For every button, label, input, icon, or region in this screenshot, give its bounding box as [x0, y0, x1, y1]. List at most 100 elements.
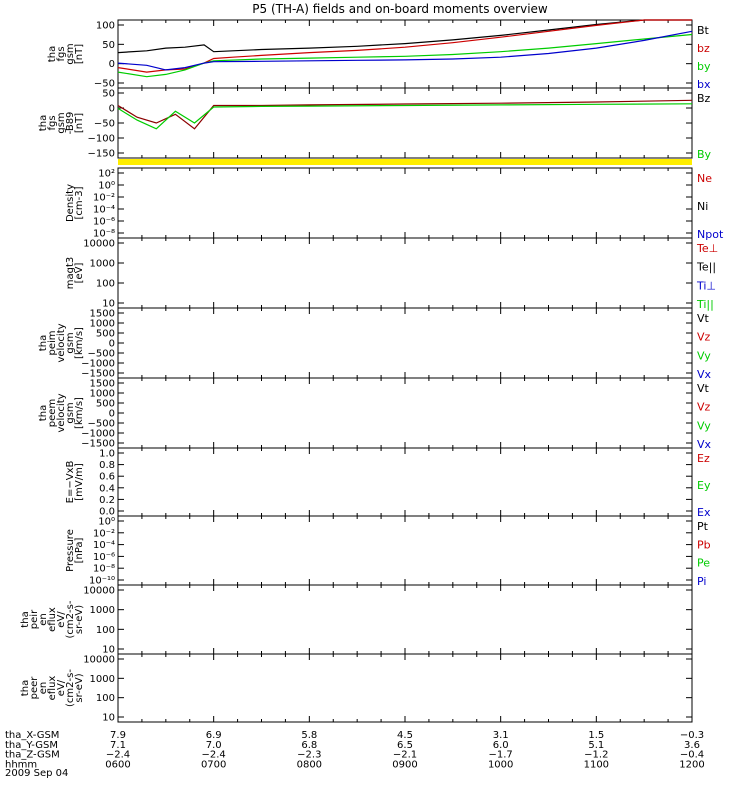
y-tick-label: −50 — [94, 79, 115, 90]
legend-entry: bx — [697, 78, 711, 91]
legend-entry: Te⊥ — [696, 242, 718, 255]
legend-entry: Vt — [697, 312, 710, 325]
y-tick-label: 0.8 — [99, 460, 115, 471]
y-tick-label: 10000 — [83, 655, 115, 666]
y-tick-label: −500 — [88, 419, 115, 430]
series-by — [117, 33, 693, 78]
x-tick-label: 5.1 — [588, 740, 604, 751]
y-tick-label: −50 — [94, 119, 115, 130]
panel-frame — [117, 307, 693, 379]
y-tick-label: −1500 — [81, 439, 115, 450]
x-axis-row-label: tha_Z-GSM — [5, 750, 60, 761]
x-tick-label: 1000 — [488, 759, 513, 770]
x-tick-label: 1100 — [584, 759, 609, 770]
x-tick-label: −1.2 — [584, 750, 608, 761]
panel-efield: 1.00.80.60.40.20.0 E=−VxB[mV/m] Ez Ey Ex — [65, 447, 711, 519]
legend-entry: Pe — [697, 557, 710, 570]
y-tick-label: 10 — [102, 713, 115, 724]
data-quality-bar — [118, 159, 692, 165]
y-tick-label: 0.6 — [99, 472, 115, 483]
y-tick-label: 10² — [98, 169, 115, 180]
legend-entry: Ez — [697, 452, 710, 465]
panel-frame — [117, 515, 693, 586]
legend-entry: Pb — [697, 538, 711, 551]
x-axis-row-label: tha_Y-GSM — [5, 740, 58, 751]
y-axis-label: thafgsgsm-B89[nT] — [38, 112, 85, 135]
x-tick-label: −0.4 — [680, 750, 704, 761]
legend-entry: Bt — [697, 24, 710, 37]
x-tick-label: 0800 — [297, 759, 322, 770]
x-tick-label: 5.8 — [301, 730, 317, 741]
y-tick-label: −1500 — [81, 369, 115, 380]
x-tick-label: 0700 — [201, 759, 226, 770]
legend-entry: Vx — [697, 438, 712, 451]
y-tick-label: 10⁻⁸ — [93, 564, 115, 575]
y-tick-label: 0.2 — [99, 495, 115, 506]
x-tick-label: 0600 — [105, 759, 130, 770]
y-tick-label: 1500 — [90, 309, 115, 320]
legend-entry: Npot — [697, 228, 724, 241]
legend-entry: By — [697, 148, 712, 161]
y-tick-label: 0.4 — [99, 483, 115, 494]
y-tick-label: 0 — [109, 59, 115, 70]
legend-entry: Vt — [697, 382, 710, 395]
y-tick-label: −1000 — [81, 359, 115, 370]
y-tick-label: 0 — [109, 104, 115, 115]
x-tick-label: 6.8 — [301, 740, 317, 751]
y-tick-label: 100 — [96, 279, 115, 290]
panel-frame — [117, 87, 693, 159]
y-axis-label: thapeerenefluxeV/(cm2-s-sr-eV) — [20, 669, 85, 707]
y-tick-label: 10⁻⁶ — [93, 217, 115, 228]
legend-entry: bz — [697, 42, 710, 55]
y-tick-label: 1000 — [90, 674, 115, 685]
y-tick-label: 0 — [109, 339, 115, 350]
x-tick-label: 0900 — [392, 759, 417, 770]
x-tick-label: 7.9 — [110, 730, 126, 741]
y-tick-label: 1000 — [90, 259, 115, 270]
y-axis-label: thapeemvelocitygsm[km/s] — [38, 393, 85, 432]
panel-frame — [117, 167, 693, 239]
x-axis-row-label: tha_X-GSM — [5, 730, 59, 741]
legend-entry: Vx — [697, 368, 712, 381]
legend-entry: Ti⊥ — [696, 279, 716, 292]
y-axis-label: magt3[eV] — [65, 257, 85, 290]
x-tick-label: 4.5 — [397, 730, 413, 741]
y-tick-label: 10⁻⁶ — [93, 552, 115, 563]
legend-entry: Te|| — [696, 261, 716, 274]
y-tick-label: −1000 — [81, 429, 115, 440]
series-Bz — [117, 99, 693, 130]
x-tick-label: 6.5 — [397, 740, 413, 751]
x-tick-label: −2.4 — [202, 750, 226, 761]
y-tick-label: 100 — [96, 625, 115, 636]
y-tick-label: 10 — [102, 299, 115, 310]
y-tick-label: 500 — [96, 329, 115, 340]
y-tick-label: 0 — [109, 409, 115, 420]
panel-fgs_dsl: 50 0 −50 −100 −150 thafgsgsm-B89[nT] Bz By — [38, 87, 712, 161]
y-tick-label: 1000 — [90, 389, 115, 400]
legend-entry: Vy — [697, 419, 711, 432]
series-bz — [117, 19, 692, 73]
panel-frame — [117, 19, 693, 89]
legend-entry: Vy — [697, 349, 711, 362]
series-Bt — [117, 19, 692, 54]
panel-frame — [117, 653, 693, 723]
panel-frame — [117, 377, 693, 449]
legend-entry: Ni — [697, 200, 708, 213]
y-tick-label: 10⁻⁴ — [93, 205, 115, 216]
x-tick-label: 3.6 — [684, 740, 700, 751]
legend-entry: Vz — [697, 331, 711, 344]
y-tick-label: 0.0 — [99, 507, 115, 518]
y-tick-label: 1.0 — [99, 449, 115, 460]
y-tick-label: 10⁻² — [93, 193, 115, 204]
y-tick-label: 100 — [96, 21, 115, 32]
y-tick-label: 10⁻¹⁰ — [89, 576, 115, 587]
x-tick-label: −2.3 — [297, 750, 321, 761]
x-tick-label: 6.9 — [206, 730, 222, 741]
y-tick-label: 50 — [102, 89, 115, 100]
y-tick-label: 10⁻⁴ — [93, 540, 115, 551]
panel-mag_temp: 10000 1000 100 10 magt3[eV] Te⊥ Te|| Ti⊥ Ti|| — [65, 237, 718, 311]
y-tick-label: 500 — [96, 399, 115, 410]
chart-title: P5 (TH-A) fields and on-board moments ov… — [252, 2, 548, 16]
